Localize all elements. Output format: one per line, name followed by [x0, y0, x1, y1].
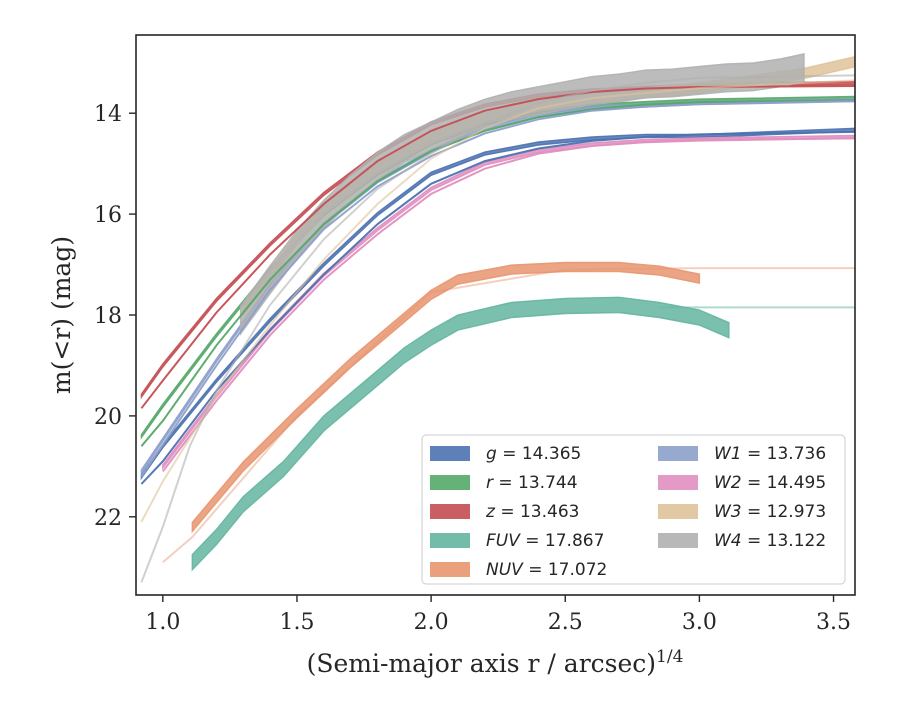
model-curve-r: [140, 99, 855, 447]
legend-label-w2: W2 = 14.495: [714, 473, 826, 493]
legend-swatch-w3: [658, 504, 698, 519]
legend-label-r: r = 13.744: [486, 473, 578, 493]
legend-swatch-fuv: [430, 533, 470, 548]
x-axis-label: (Semi-major axis r / arcsec)1/4: [307, 647, 684, 678]
x-tick-label: 2.0: [414, 610, 449, 635]
legend-label-w1: W1 = 13.736: [714, 444, 826, 464]
legend-label-z: z = 13.463: [485, 502, 579, 522]
x-tick-label: 1.0: [145, 610, 180, 635]
y-tick-label: 16: [94, 203, 122, 228]
legend-swatch-nuv: [430, 562, 470, 577]
legend-label-fuv: FUV = 17.867: [486, 531, 604, 551]
y-tick-label: 14: [94, 102, 122, 127]
legend-swatch-g: [430, 446, 470, 461]
y-axis-label: m(<r) (mag): [47, 236, 76, 394]
legend-label-w4: W4 = 13.122: [714, 531, 826, 551]
legend-swatch-w2: [658, 475, 698, 490]
profile-band-fuv: [191, 296, 730, 572]
model-curve-w2: [162, 137, 855, 473]
model-curve-nuv: [162, 267, 855, 563]
legend-label-nuv: NUV = 17.072: [486, 560, 607, 580]
legend-swatch-w1: [658, 446, 698, 461]
legend-label-w3: W3 = 12.973: [714, 502, 826, 522]
y-tick-label: 22: [94, 506, 122, 531]
x-tick-label: 2.5: [548, 610, 583, 635]
legend-label-g: g = 14.365: [486, 444, 581, 464]
legend-swatch-w4: [658, 533, 698, 548]
legend-swatch-r: [430, 475, 470, 490]
profile-band-z: [140, 80, 855, 400]
x-tick-label: 1.5: [279, 610, 314, 635]
profile-band-nuv: [191, 261, 701, 534]
profile-band-w2: [162, 134, 855, 470]
y-tick-label: 20: [94, 405, 122, 430]
x-tick-label: 3.5: [816, 610, 851, 635]
x-axis-ticks: 1.0 1.5 2.0 2.5 3.0 3.5: [145, 595, 851, 635]
model-curve-z: [140, 85, 855, 409]
legend-swatch-z: [430, 504, 470, 519]
model-curve-w3: [140, 79, 855, 523]
x-tick-label: 3.0: [682, 610, 717, 635]
y-axis-ticks: 14 16 18 20 22: [94, 102, 136, 531]
y-tick-label: 18: [94, 304, 122, 329]
legend: g = 14.365 r = 13.744 z = 13.463 FUV = 17.8…: [421, 434, 846, 585]
model-curve-w1: [140, 100, 855, 477]
model-curves: [140, 74, 855, 583]
legend-frame: [421, 434, 846, 585]
model-curve-w4: [140, 74, 855, 583]
